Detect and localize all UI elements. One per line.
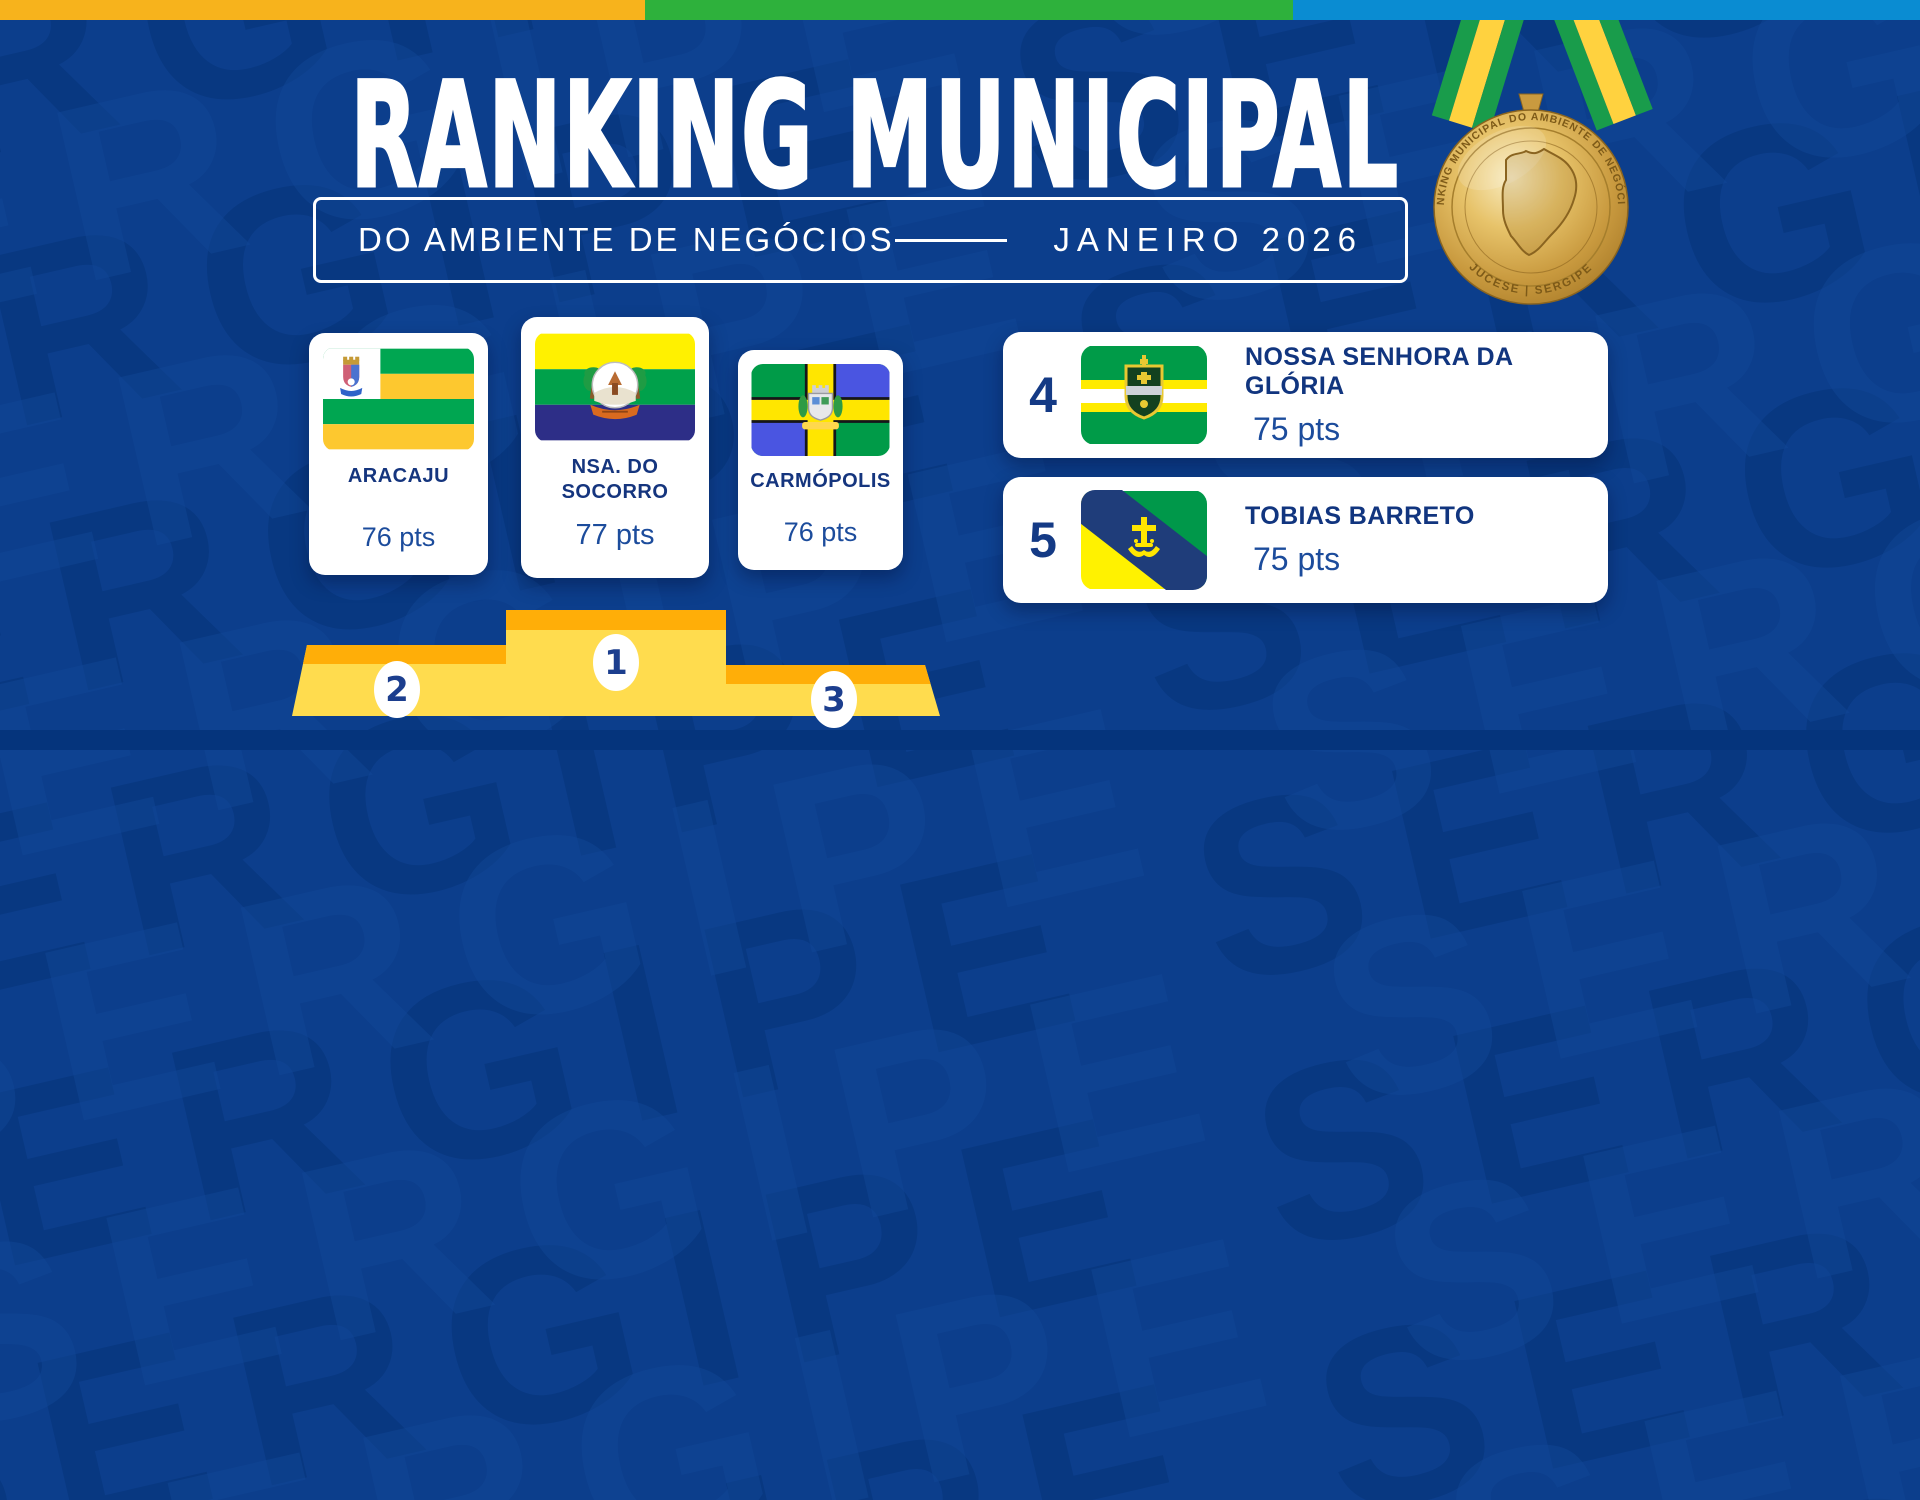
ranking-row-4: 4 NOSSA SENHORA DA GLÓRIA 75 pts [1003, 332, 1608, 458]
row-name: TOBIAS BARRETO [1245, 502, 1475, 530]
podium-badge-2: 2 [374, 661, 420, 718]
top-stripe-blue [1293, 0, 1920, 20]
card-name: CARMÓPOLIS [750, 470, 891, 492]
nossa-senhora-da-gloria-flag [1081, 345, 1207, 445]
row-name: NOSSA SENHORA DA GLÓRIA [1245, 342, 1513, 400]
top-stripe-green [645, 0, 1293, 20]
period-text: JANEIRO 2026 [1053, 221, 1363, 258]
medal-ribbon-right [1552, 0, 1653, 131]
gloria-crest [1124, 355, 1164, 420]
card-name: ARACAJU [347, 465, 450, 487]
sergipe-map [1501, 147, 1578, 257]
podium-card-socorro: NSA. DO SOCORRO 77 pts [521, 317, 709, 578]
medal-ribbon-left [1431, 0, 1526, 133]
top-stripe-yellow [0, 0, 645, 20]
tobias-emblem [1128, 517, 1160, 557]
podium-badge-1: 1 [593, 634, 639, 691]
card-name: NSA. DO SOCORRO [561, 456, 669, 503]
gold-medal: RANKING MUNICIPAL DO AMBIENTE DE NEGÓCIO… [1420, 0, 1670, 330]
rank-number: 5 [1029, 512, 1057, 568]
podium-card-carmopolis: CARMÓPOLIS 76 pts [738, 350, 903, 570]
ranking-row-5: 5 TOBIAS BARRETO 75 pts [1003, 477, 1608, 603]
podium: 1 2 3 [292, 610, 940, 728]
subtitle-divider [894, 238, 1008, 242]
aracaju-flag [323, 347, 474, 451]
row-points: 75 pts [1253, 541, 1341, 577]
rank-number: 4 [1029, 367, 1057, 423]
row-points: 75 pts [1253, 410, 1341, 447]
medal-illustration: RANKING MUNICIPAL DO AMBIENTE DE NEGÓCIO… [1420, 0, 1653, 305]
socorro-crest [583, 361, 647, 420]
podium-card-aracaju: ARACAJU 76 pts [309, 333, 488, 575]
aracaju-crest [340, 356, 363, 397]
page-title: RANKING MUNICIPAL [349, 50, 1400, 222]
carmopolis-flag [751, 364, 890, 456]
podium-step-1-band [506, 610, 726, 630]
carmopolis-crest [798, 385, 843, 430]
subtitle-text: DO AMBIENTE DE NEGÓCIOS [358, 221, 895, 258]
card-points: 76 pts [361, 522, 436, 552]
subtitle-box: DO AMBIENTE DE NEGÓCIOS JANEIRO 2026 [313, 197, 1408, 283]
card-points: 77 pts [575, 519, 655, 551]
socorro-flag [535, 332, 695, 442]
footer-band [0, 730, 1920, 750]
podium-badge-3: 3 [811, 671, 857, 728]
tobias-barreto-flag [1081, 490, 1207, 590]
podium-step-2-band [292, 645, 506, 664]
card-points: 76 pts [783, 517, 858, 547]
